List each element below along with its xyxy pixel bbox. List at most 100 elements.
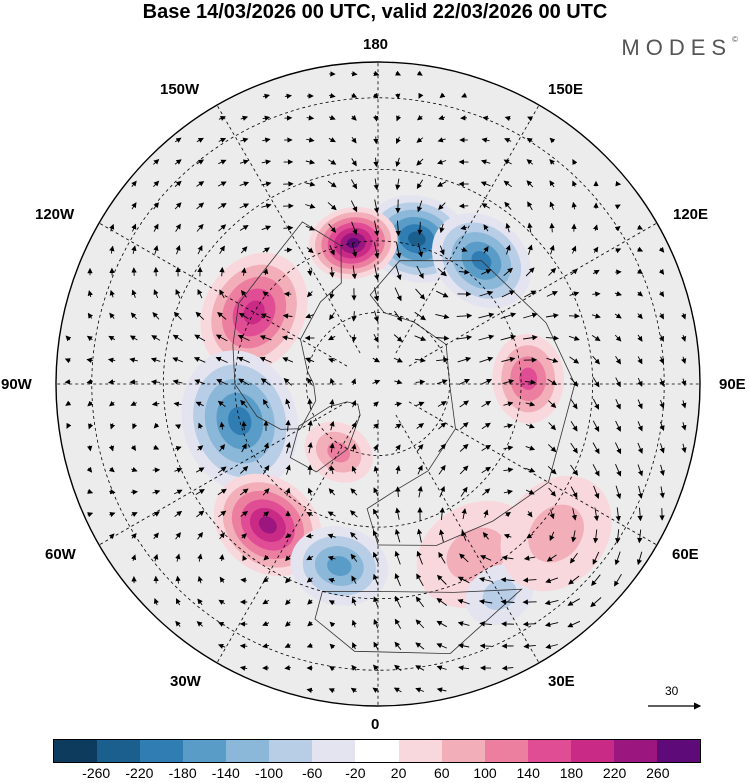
wind-arrow [459,443,469,452]
wind-arrow [175,620,181,627]
wind-arrow [483,509,489,518]
map-border [55,61,701,707]
wind-arrow [680,313,686,320]
wind-arrow [262,599,270,605]
wind-arrow [86,357,93,363]
wind-arrow [109,223,115,232]
wind-arrow [130,445,136,452]
wind-arrow [505,511,512,518]
wind-arrow [215,356,228,363]
wind-arrow [108,445,115,452]
colorbar-tick-label: 100 [473,765,497,781]
wind-arrow [592,464,600,477]
wind-arrow [151,401,160,407]
wind-arrow [395,486,401,497]
wind-arrow [307,620,314,627]
wind-arrow [591,574,601,586]
wind-arrow [87,312,94,319]
anomaly-contour [258,516,277,534]
wind-arrow [240,246,248,254]
wind-arrow [395,507,401,520]
wind-arrow [526,159,534,165]
wind-arrow [480,181,491,187]
wind-arrow [284,247,293,253]
wind-arrow [394,618,402,629]
wind-arrow [352,642,357,650]
wind-arrow [219,266,225,277]
wind-arrow [153,223,159,232]
colorbar-tick-label: 60 [434,765,450,781]
latitude-circle [306,312,450,456]
wind-arrow [240,137,249,143]
wind-arrow [500,312,517,319]
wind-arrow [351,221,358,236]
wind-arrow [328,600,335,606]
wind-arrow [195,401,204,407]
wind-arrow [285,464,291,475]
wind-arrow [329,377,335,386]
wind-arrow [525,489,535,495]
wind-arrow [416,550,423,565]
wind-arrow [175,445,182,452]
wind-arrow [615,377,621,388]
wind-arrow [591,313,601,319]
wind-arrow [457,643,470,649]
wind-arrow [239,225,249,231]
wind-arrow [416,158,424,166]
wind-arrow [548,400,557,409]
wind-arrow [503,489,513,495]
wind-arrow [173,489,183,495]
wind-arrow [501,555,514,561]
wind-arrow [240,115,249,121]
wind-arrow [614,291,622,297]
lon-label-60w: 60W [45,546,76,563]
wind-arrow [456,334,473,341]
wind-arrow [614,334,622,342]
wind-arrow [481,400,492,408]
wind-arrow [239,643,248,649]
wind-arrow [614,225,621,232]
wind-arrow [216,379,228,385]
wind-arrow [351,597,357,606]
wind-arrow [548,267,557,276]
wind-arrow [129,335,138,341]
africa-outline [314,588,523,655]
wind-arrow [373,508,379,519]
wind-arrow [285,555,291,562]
wind-arrow [615,355,621,365]
wind-arrow [351,179,358,190]
wind-arrow [327,180,337,188]
wind-arrow [197,598,203,606]
wind-arrow [479,643,492,649]
wind-arrow [615,248,622,254]
wind-arrow [505,222,511,233]
wind-arrow [483,224,489,232]
wind-arrow [637,464,643,477]
wind-arrow [372,92,379,99]
wind-arrow [501,665,514,671]
wind-arrow [130,512,138,517]
wind-arrow [197,288,203,299]
wind-arrow [351,619,357,628]
wind-arrow [592,442,600,455]
wind-arrow [108,335,116,341]
wind-arrow [239,665,248,671]
wind-arrow [285,398,291,409]
wind-arrow [593,529,599,544]
wind-arrow [109,289,115,298]
wind-arrow [283,225,294,231]
wind-arrow [175,288,181,299]
wind-arrow [544,599,559,606]
wind-arrow [329,643,336,650]
wind-arrow [218,137,227,143]
wind-arrow [327,511,336,517]
wind-arrow [175,553,181,562]
wind-arrow [570,399,578,410]
wind-arrow [240,289,247,298]
wind-arrow [131,466,138,473]
wind-arrow [307,268,313,277]
wind-arrow [218,599,226,605]
wind-arrow [481,444,492,451]
wind-arrow [659,486,665,499]
wind-arrow [195,467,205,473]
